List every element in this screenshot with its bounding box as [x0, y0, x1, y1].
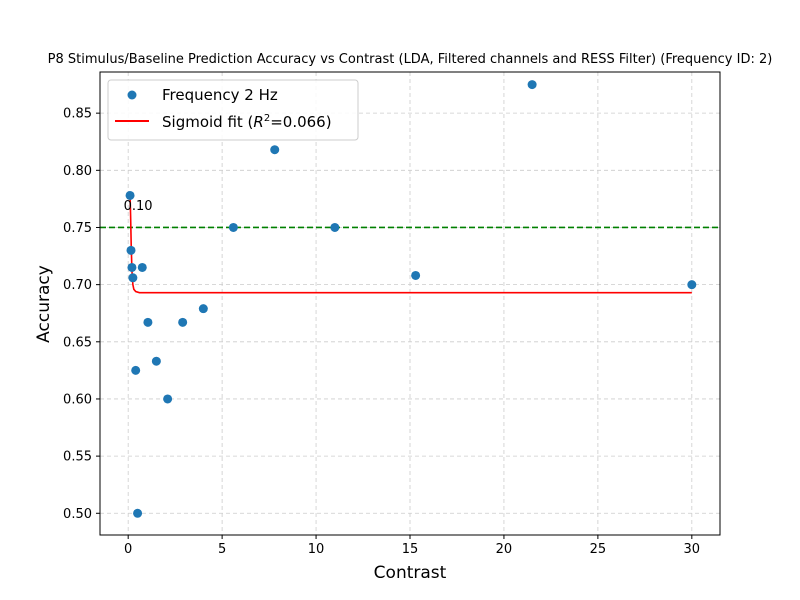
y-tick-label: 0.75	[63, 221, 92, 236]
x-axis-title: Contrast	[374, 563, 447, 583]
y-tick-label: 0.80	[63, 164, 92, 179]
y-tick-label: 0.50	[63, 507, 92, 522]
x-tick-label: 15	[402, 542, 419, 557]
legend-fit-suffix: =0.066)	[270, 113, 331, 131]
legend-label-fit: Sigmoid fit (R2=0.066)	[162, 113, 332, 131]
y-axis-title: Accuracy	[34, 265, 54, 343]
legend-box	[107, 79, 359, 141]
x-tick-label: 25	[590, 542, 607, 557]
data-point	[527, 80, 537, 90]
data-point	[143, 317, 153, 327]
x-tick-label: 5	[218, 542, 226, 557]
data-point	[178, 317, 188, 327]
x-tick-label: 30	[684, 542, 701, 557]
data-point	[137, 262, 147, 272]
x-tick-label: 10	[308, 542, 325, 557]
sigmoid-fit-line	[129, 195, 692, 294]
y-tick-label: 0.55	[63, 450, 92, 465]
x-tick-label: 0	[124, 542, 132, 557]
chart-title: P8 Stimulus/Baseline Prediction Accuracy…	[48, 52, 773, 67]
data-point	[127, 262, 137, 272]
scatter-points	[125, 80, 697, 518]
data-point	[411, 270, 421, 280]
legend: Frequency 2 Hz Sigmoid fit (R2=0.066)	[107, 79, 359, 141]
data-point	[163, 394, 173, 404]
x-tick-label: 20	[496, 542, 513, 557]
legend-fit-r: R	[253, 113, 263, 131]
y-tick-label: 0.70	[63, 278, 92, 293]
data-point	[198, 304, 208, 314]
legend-fit-sup: 2	[264, 113, 270, 124]
data-point	[125, 190, 135, 200]
legend-label-scatter: Frequency 2 Hz	[162, 86, 278, 104]
y-tick-label: 0.60	[63, 392, 92, 407]
data-point	[133, 508, 143, 518]
data-point	[270, 145, 280, 155]
data-point	[228, 222, 238, 232]
grid	[100, 72, 720, 535]
sigmoid-fit-group	[129, 195, 692, 294]
data-point	[126, 245, 136, 255]
y-axis-ticks: 0.50 0.55 0.60 0.65 0.70 0.75 0.80 0.85	[63, 107, 100, 522]
y-tick-label: 0.85	[63, 107, 92, 122]
data-point	[687, 280, 697, 290]
data-point	[131, 365, 141, 375]
x-axis-ticks: 0 5 10 15 20 25 30	[124, 535, 700, 557]
legend-fit-prefix: Sigmoid fit (	[162, 113, 253, 131]
annotation-label: 0.10	[124, 199, 153, 214]
legend-marker-scatter	[127, 90, 137, 100]
y-tick-label: 0.65	[63, 335, 92, 350]
data-point	[151, 356, 161, 366]
data-point	[330, 222, 340, 232]
data-point	[128, 273, 138, 283]
